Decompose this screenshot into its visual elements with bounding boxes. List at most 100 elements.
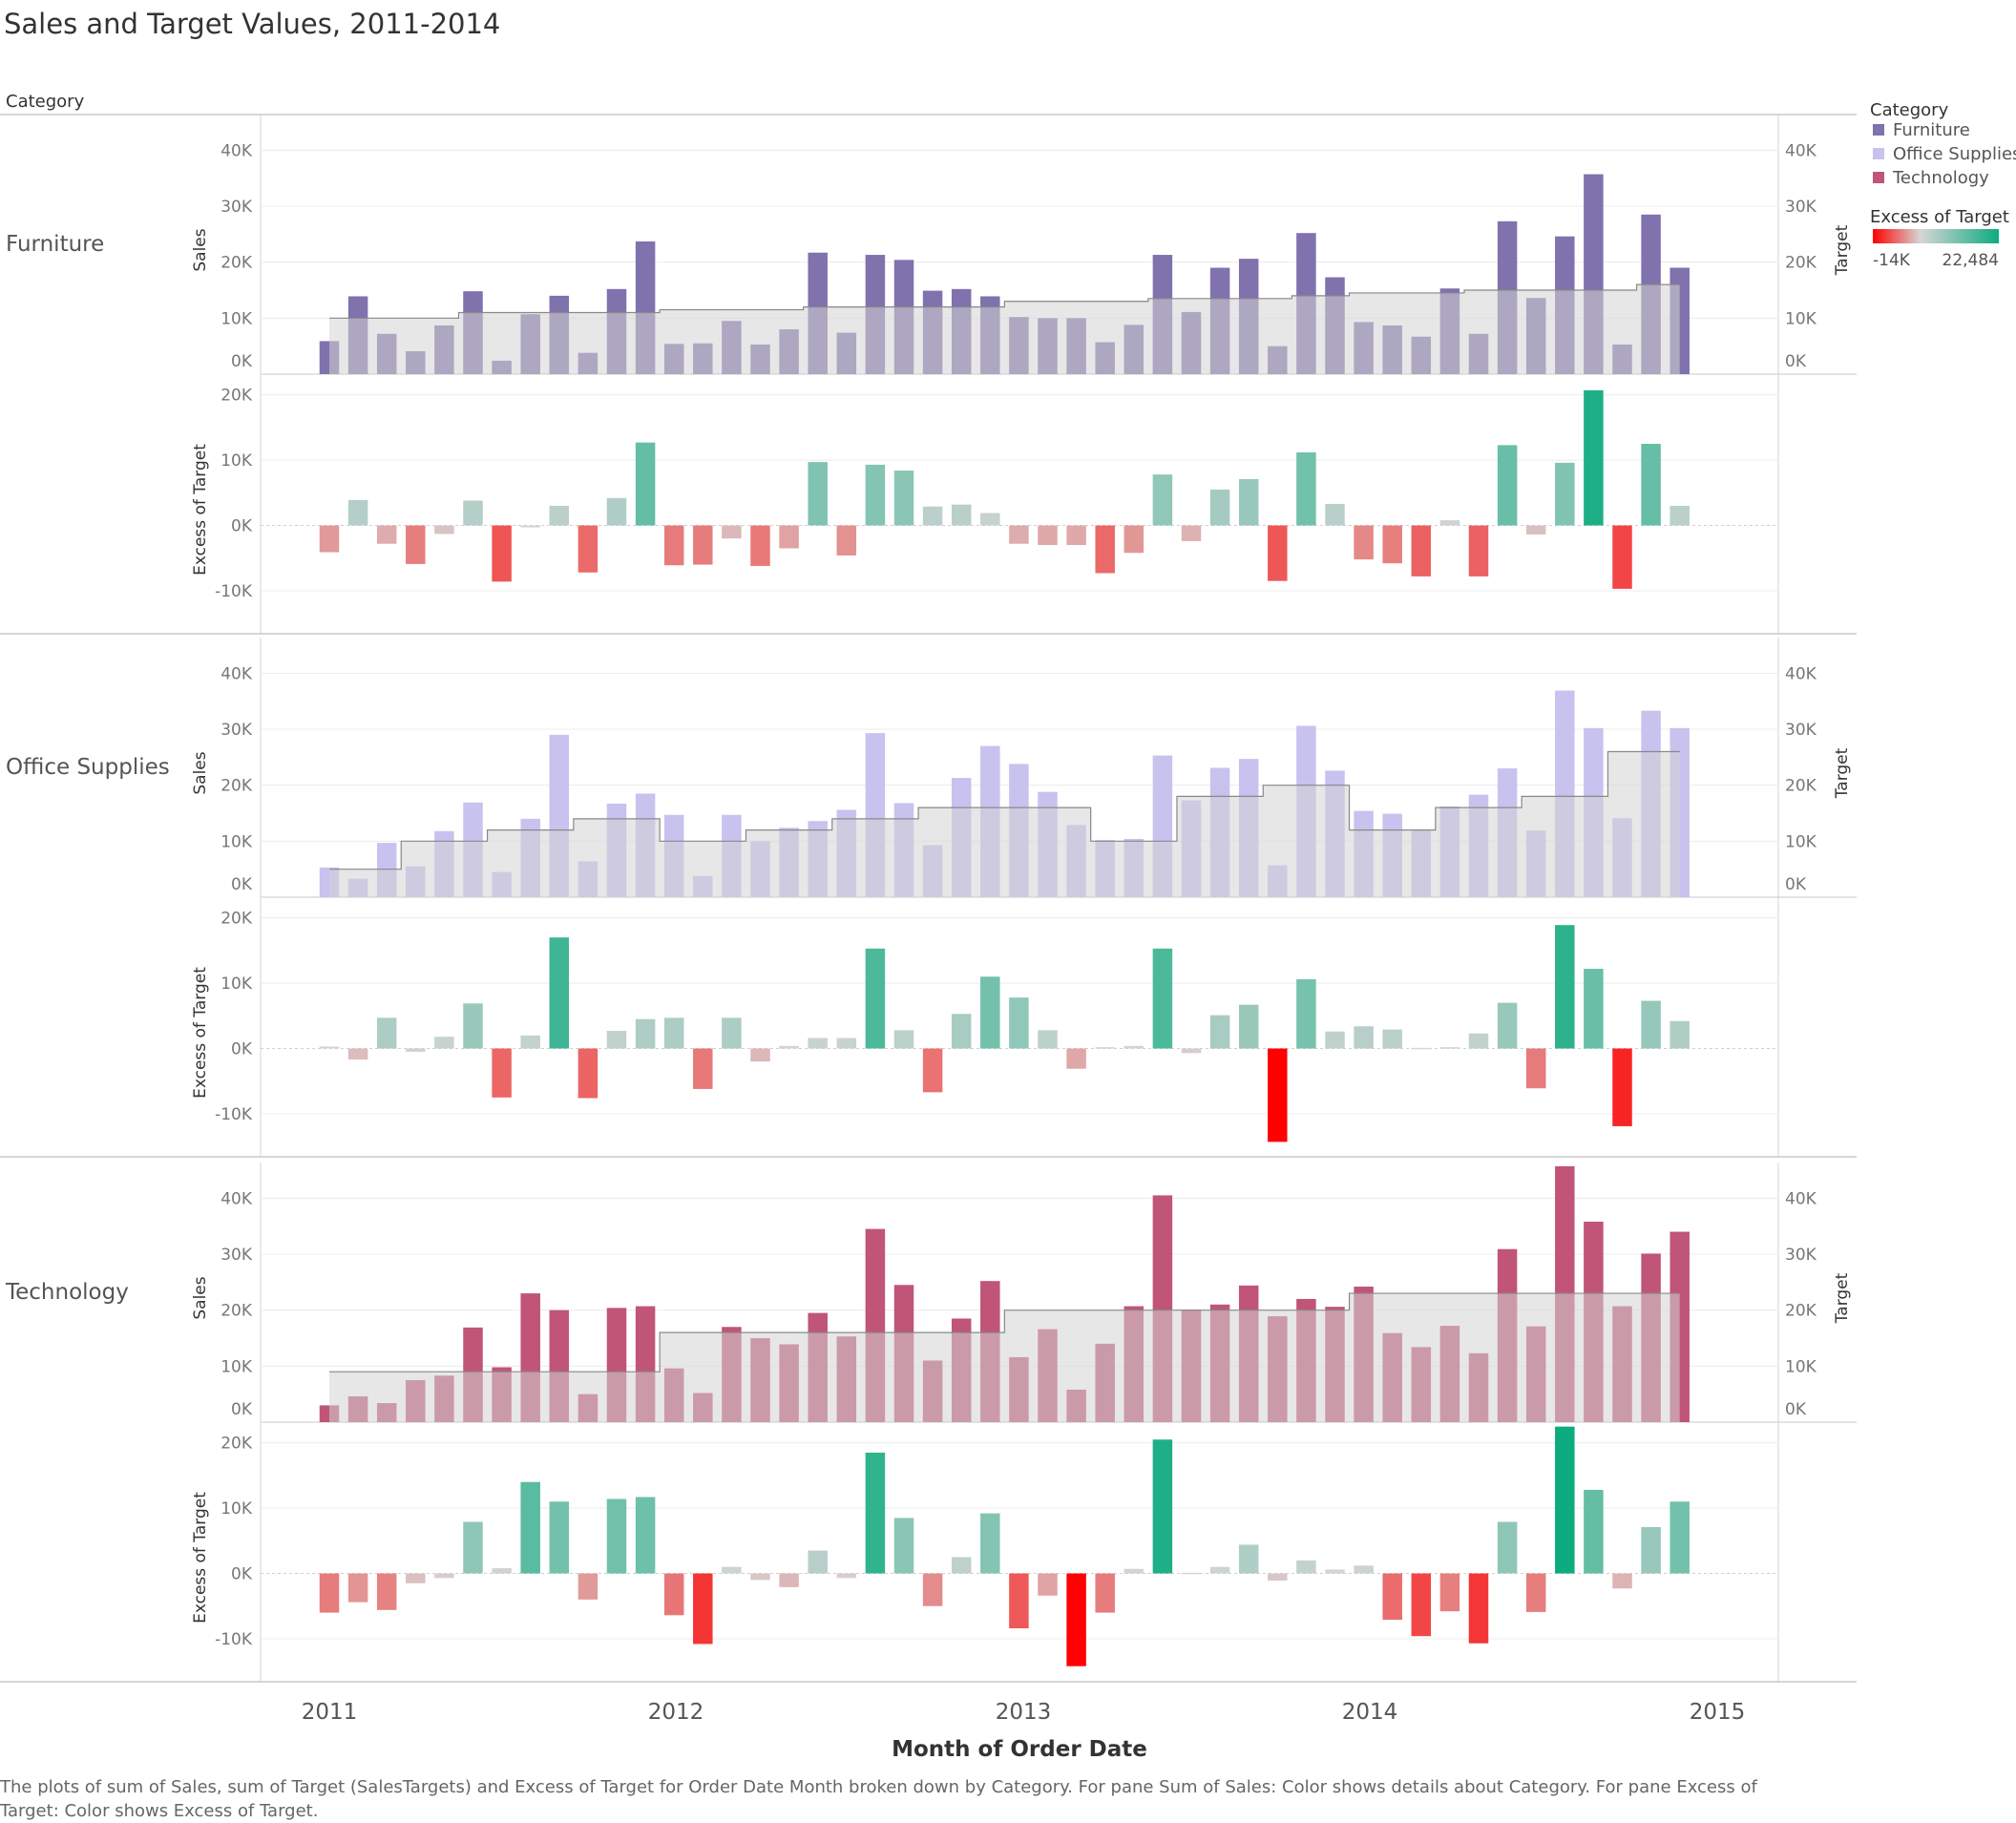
excess-bar	[865, 464, 886, 526]
target-tick-label: 40K	[1785, 1189, 1817, 1208]
excess-bar	[1670, 1020, 1690, 1049]
excess-bar	[1296, 451, 1316, 526]
excess-bar	[1238, 478, 1259, 526]
excess-bar	[893, 1030, 914, 1049]
target-area	[329, 751, 1680, 897]
sales-tick-label: 20K	[220, 254, 253, 273]
excess-bar	[750, 1048, 770, 1062]
excess-bar	[1354, 1565, 1374, 1574]
excess-bar	[922, 506, 943, 526]
excess-bar	[1612, 1573, 1632, 1589]
excess-bar	[319, 525, 340, 553]
legend-item-label: Furniture	[1893, 120, 1970, 140]
excess-bar	[1641, 444, 1661, 526]
target-tick-label: 10K	[1785, 1357, 1817, 1376]
excess-bar	[980, 513, 1000, 526]
excess-bar	[606, 497, 627, 526]
excess-bar	[1670, 1501, 1690, 1574]
x-tick-label: 2011	[302, 1700, 358, 1725]
legend-excess-title: Excess of Target	[1870, 207, 2009, 227]
excess-tick-label: 0K	[231, 517, 253, 536]
excess-bar	[1411, 1573, 1432, 1637]
excess-bar	[1525, 525, 1546, 535]
excess-bar	[836, 525, 857, 555]
excess-bar	[836, 1573, 857, 1579]
excess-bar	[722, 525, 742, 539]
row-header-label: Category	[6, 92, 85, 112]
legend-swatch	[1873, 124, 1884, 136]
target-axis-title: Target	[1833, 1272, 1852, 1324]
panel-office-supplies: Office Supplies 0K 0K 10K 10K 20K 20K 30K 30K 40K…	[0, 638, 1857, 1158]
excess-bar	[1009, 525, 1029, 544]
excess-bar	[808, 462, 828, 526]
target-axis-title: Target	[1833, 747, 1852, 799]
excess-bar	[463, 1003, 483, 1049]
excess-bar	[980, 1513, 1000, 1574]
excess-bar	[376, 525, 397, 544]
excess-bar	[1497, 445, 1518, 526]
excess-tick-label: 10K	[220, 451, 253, 471]
sales-tick-label: 0K	[231, 1400, 253, 1419]
target-tick-label: 10K	[1785, 832, 1817, 851]
x-tick-label: 2015	[1690, 1700, 1746, 1725]
x-axis-title: Month of Order Date	[892, 1737, 1147, 1762]
target-tick-label: 10K	[1785, 309, 1817, 328]
excess-bar	[1181, 1572, 1202, 1575]
chart-caption: The plots of sum of Sales, sum of Target…	[0, 1777, 1757, 1821]
excess-bar	[1468, 1573, 1489, 1644]
excess-bar	[434, 1037, 454, 1049]
excess-bar	[1584, 969, 1604, 1049]
excess-tick-label: 10K	[220, 974, 253, 994]
excess-bar	[779, 525, 799, 549]
excess-bar	[865, 1452, 886, 1574]
target-tick-label: 30K	[1785, 721, 1817, 740]
excess-bar	[1066, 1573, 1086, 1666]
excess-bar	[1238, 1544, 1259, 1574]
panel-furniture: Furniture 0K 0K 10K 10K 20K 20K 30K 30K 40K 40K Sal…	[0, 115, 1857, 635]
excess-bars	[319, 925, 1690, 1142]
target-line	[329, 283, 1680, 319]
excess-bar	[722, 1566, 742, 1574]
excess-bar	[750, 1573, 770, 1581]
excess-bar	[1038, 1573, 1058, 1596]
excess-bar	[1268, 525, 1288, 581]
excess-bar	[1296, 1560, 1316, 1574]
excess-bar	[578, 1573, 598, 1600]
excess-bar	[1325, 1569, 1345, 1574]
excess-bar	[1325, 503, 1345, 526]
excess-bar	[520, 525, 540, 528]
excess-bar	[980, 976, 1000, 1049]
legend-color-ramp	[1873, 229, 1999, 243]
excess-tick-label: 20K	[220, 387, 253, 406]
excess-bar	[1382, 1573, 1402, 1621]
excess-bar	[693, 525, 713, 565]
target-tick-label: 0K	[1785, 875, 1807, 894]
excess-bar	[1525, 1573, 1546, 1612]
excess-bar	[693, 1573, 713, 1645]
excess-bar	[808, 1550, 828, 1574]
sales-tick-label: 40K	[220, 664, 253, 683]
sales-tick-label: 10K	[220, 832, 253, 851]
excess-bar	[951, 1014, 972, 1049]
sales-axis-title: Sales	[191, 228, 210, 271]
excess-bar	[922, 1048, 943, 1093]
target-tick-label: 0K	[1785, 1400, 1807, 1419]
excess-bar	[1468, 525, 1489, 576]
excess-bar	[492, 1048, 512, 1098]
excess-tick-label: 20K	[220, 910, 253, 929]
excess-bar	[951, 504, 972, 526]
excess-bar	[319, 1046, 340, 1049]
excess-bar	[1612, 525, 1632, 589]
sales-tick-label: 10K	[220, 309, 253, 328]
excess-bar	[1095, 1047, 1115, 1049]
excess-bar	[319, 1573, 340, 1613]
excess-bar	[1066, 525, 1086, 546]
excess-tick-label: 0K	[231, 1565, 253, 1584]
legend-swatch	[1873, 148, 1884, 159]
excess-bar	[347, 1573, 368, 1603]
excess-bar	[406, 525, 426, 564]
excess-bar	[463, 1521, 483, 1574]
excess-bar	[1095, 1573, 1115, 1613]
excess-bar	[492, 1568, 512, 1574]
